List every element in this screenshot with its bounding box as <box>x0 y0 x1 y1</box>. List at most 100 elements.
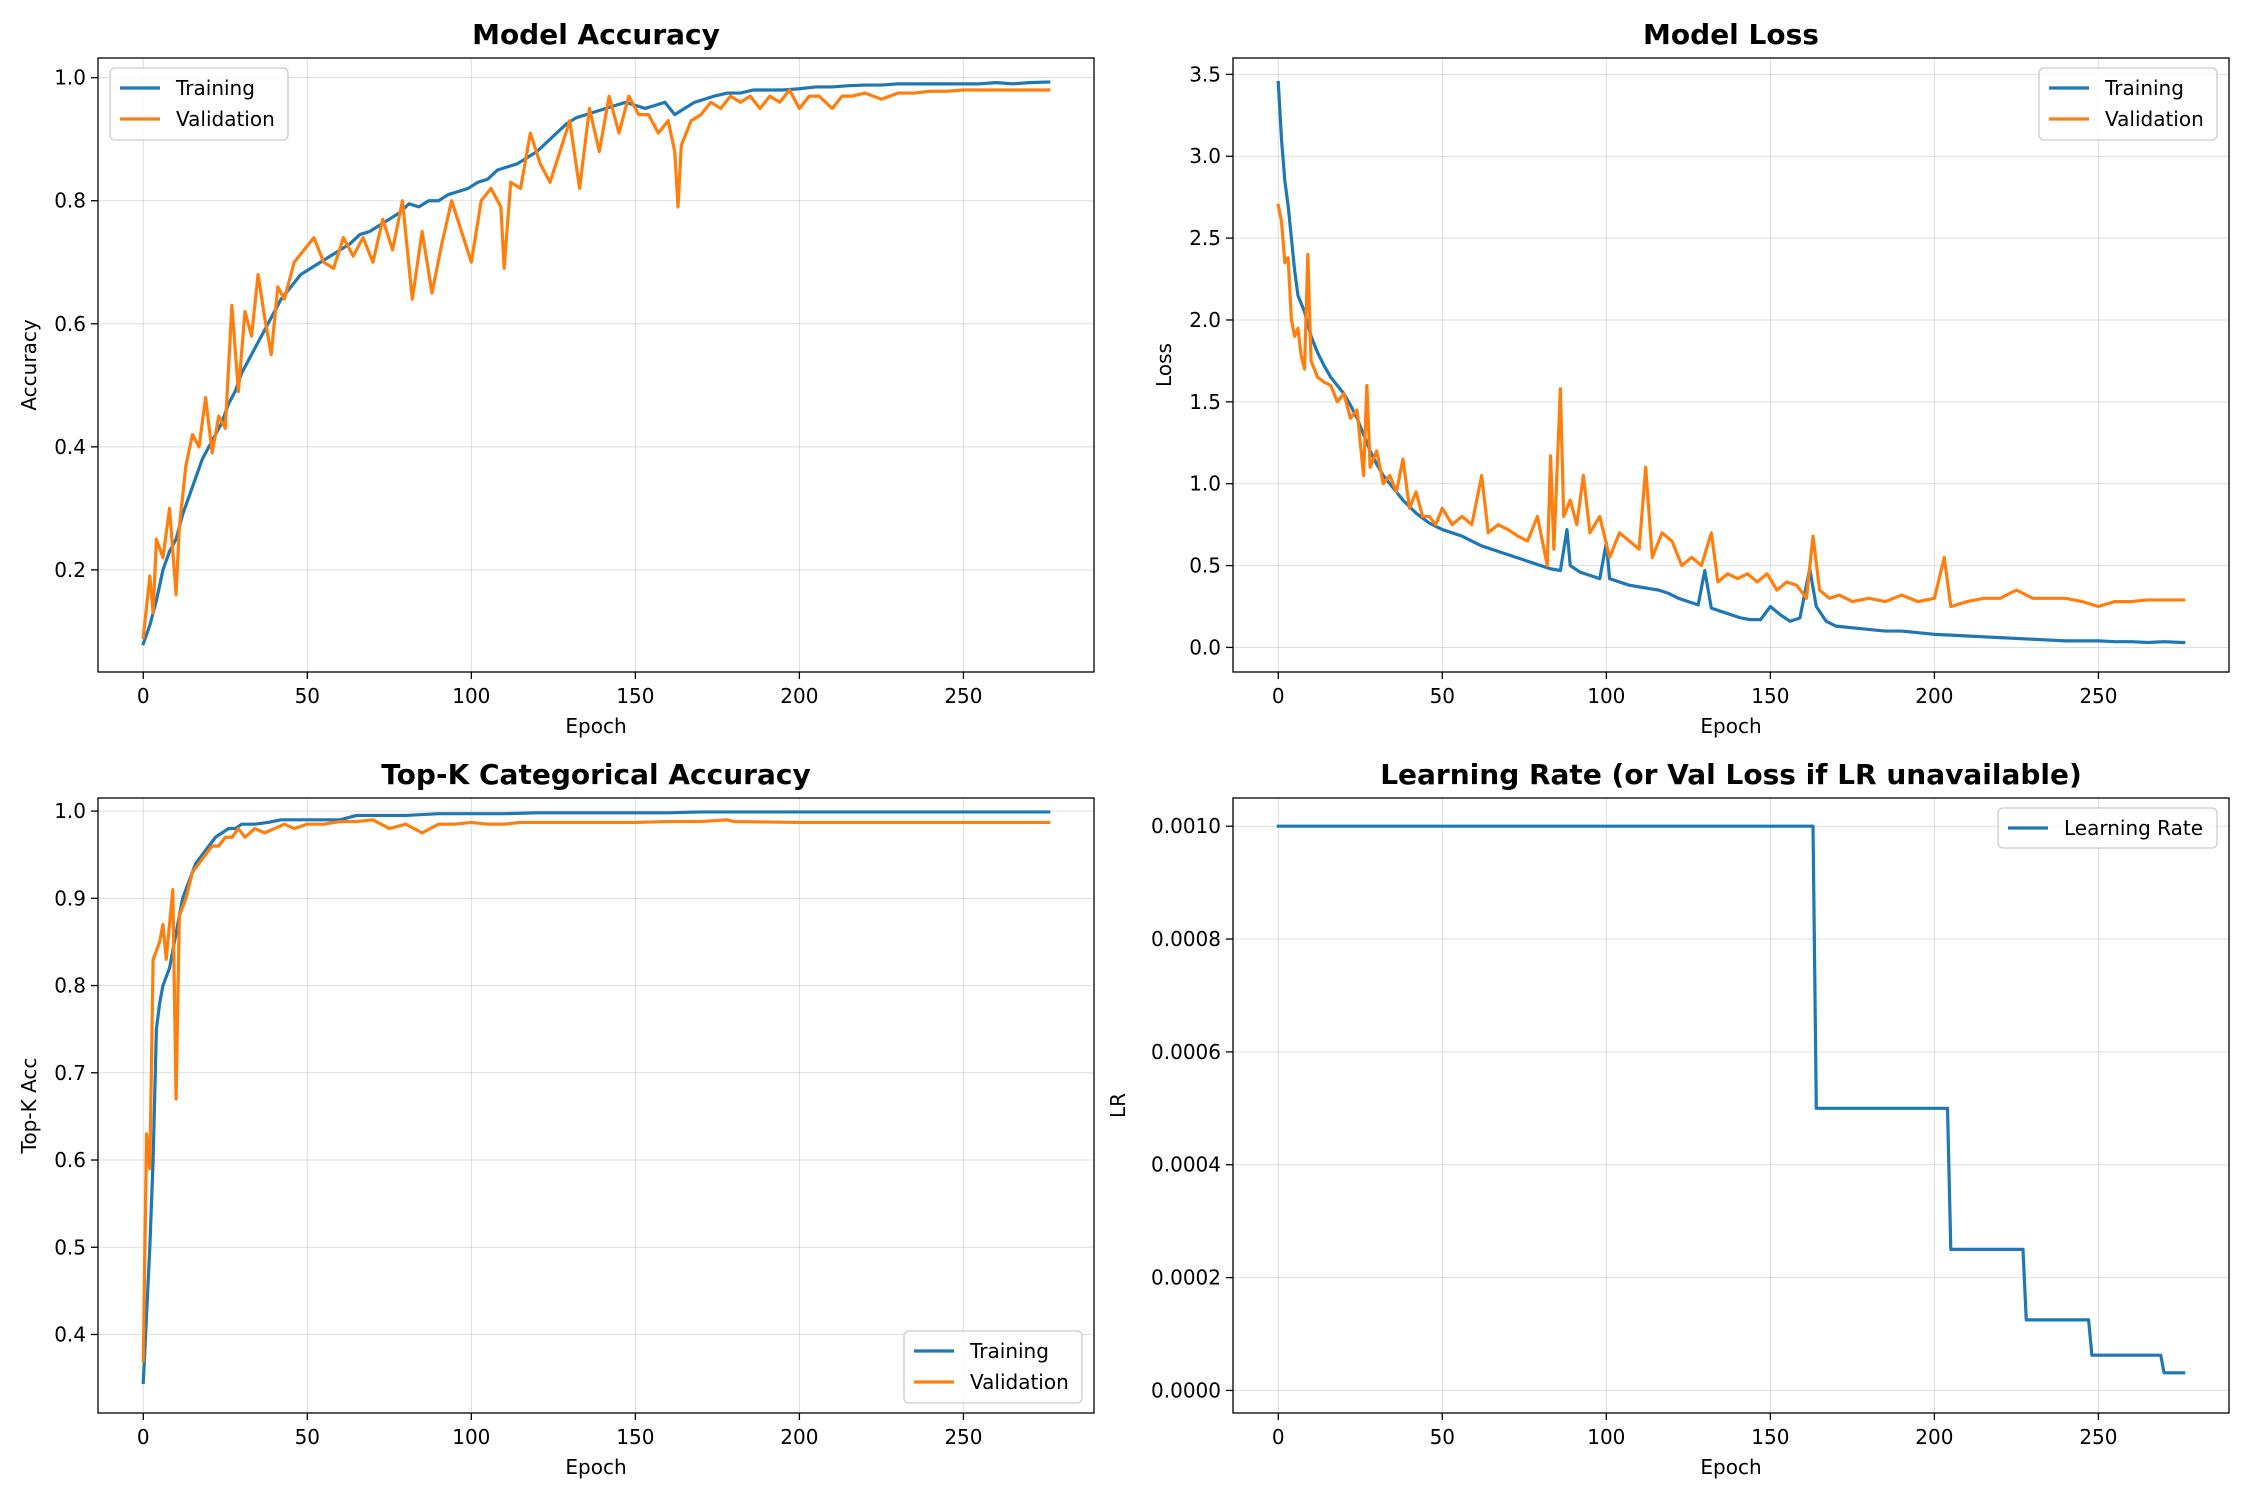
chart-title: Top-K Categorical Accuracy <box>381 758 810 791</box>
series-line-validation <box>141 818 1051 1363</box>
series-group <box>1276 80 2186 645</box>
y-tick-label: 0.0010 <box>1151 814 1221 838</box>
x-tick-label: 100 <box>452 1425 490 1449</box>
grid <box>1233 58 2229 672</box>
y-axis-label: LR <box>1106 1093 1130 1118</box>
plot-area <box>98 798 1094 1413</box>
plot-area <box>98 58 1094 672</box>
legend-box <box>109 67 289 141</box>
axes-frame <box>1232 57 2230 673</box>
y-tick-label: 0.0008 <box>1151 927 1221 951</box>
x-tick-label: 250 <box>944 1425 982 1449</box>
series-line-validation <box>1276 203 2186 609</box>
y-tick-label: 2.0 <box>1189 308 1221 332</box>
x-tick-label: 200 <box>1915 1425 1953 1449</box>
y-tick-label: 1.0 <box>54 66 86 90</box>
axes-frame <box>1232 797 2230 1414</box>
x-axis-label: Epoch <box>1700 1455 1761 1479</box>
y-tick-label: 0.2 <box>54 558 86 582</box>
chart-title: Model Accuracy <box>472 18 720 51</box>
y-tick-label: 0.0002 <box>1151 1266 1221 1290</box>
series-group <box>1276 824 2186 1375</box>
legend: Training Validation <box>903 1330 1083 1404</box>
x-axis-label: Epoch <box>1700 714 1761 738</box>
x-axis-label: Epoch <box>565 1455 626 1479</box>
legend-label: Validation <box>176 107 275 131</box>
x-tick-label: 150 <box>616 1425 654 1449</box>
chart-panel-1: 0 50 100 150 200 250 0.2 0.4 0.6 0.8 1.0 Model Accu… <box>17 18 1095 738</box>
legend-label: Training <box>2104 76 2184 100</box>
legend-label: Validation <box>970 1370 1069 1394</box>
x-tick-label: 150 <box>616 684 654 708</box>
y-tick-label: 0.8 <box>54 189 86 213</box>
grid <box>98 798 1094 1413</box>
x-tick-label: 200 <box>1915 684 1953 708</box>
x-tick-label: 50 <box>295 1425 320 1449</box>
y-tick-label: 0.6 <box>54 1148 86 1172</box>
y-tick-label: 0.6 <box>54 312 86 336</box>
x-tick-label: 0 <box>1272 1425 1285 1449</box>
y-tick-label: 0.4 <box>54 435 86 459</box>
x-tick-label: 250 <box>2079 1425 2117 1449</box>
x-tick-label: 200 <box>780 1425 818 1449</box>
chart-panel-3: 0 50 100 150 200 250 0.4 0.5 0.6 0.7 0.8 0.9 1.0 Top-… <box>17 758 1095 1479</box>
x-tick-label: 250 <box>2079 684 2117 708</box>
legend-label: Learning Rate <box>2064 816 2203 840</box>
x-tick-label: 0 <box>137 1425 150 1449</box>
legend-box <box>2038 67 2218 141</box>
plot-area <box>1233 58 2229 672</box>
legend-label: Training <box>969 1339 1049 1363</box>
y-tick-label: 0.0000 <box>1151 1378 1221 1402</box>
x-tick-label: 100 <box>1587 684 1625 708</box>
y-tick-label: 0.0004 <box>1151 1153 1221 1177</box>
y-tick-label: 3.5 <box>1189 62 1221 86</box>
legend: Training Validation <box>2038 67 2218 141</box>
x-tick-label: 50 <box>1430 684 1455 708</box>
chart-title: Model Loss <box>1643 18 1819 51</box>
legend: Training Validation <box>109 67 289 141</box>
x-tick-label: 100 <box>1587 1425 1625 1449</box>
series-line-learning-rate <box>1276 824 2186 1375</box>
series-line-training <box>141 810 1051 1385</box>
x-tick-label: 0 <box>1272 684 1285 708</box>
y-tick-label: 0.0 <box>1189 635 1221 659</box>
legend-label: Validation <box>2105 107 2204 131</box>
series-group <box>141 80 1051 646</box>
axes-frame <box>97 797 1095 1414</box>
x-tick-label: 100 <box>452 684 490 708</box>
series-line-validation <box>141 88 1051 640</box>
y-tick-label: 0.4 <box>54 1322 86 1346</box>
legend-label: Training <box>175 76 255 100</box>
plot-area <box>1233 798 2229 1413</box>
axes-frame <box>97 57 1095 673</box>
grid <box>98 58 1094 672</box>
y-tick-label: 1.0 <box>1189 472 1221 496</box>
x-tick-label: 150 <box>1751 684 1789 708</box>
y-tick-label: 0.0006 <box>1151 1040 1221 1064</box>
y-tick-label: 0.5 <box>1189 554 1221 578</box>
y-axis-label: Loss <box>1152 343 1176 387</box>
y-tick-label: 0.9 <box>54 886 86 910</box>
x-tick-label: 0 <box>137 684 150 708</box>
y-tick-label: 1.0 <box>54 799 86 823</box>
x-axis-label: Epoch <box>565 714 626 738</box>
y-axis-label: Top-K Acc <box>17 1058 41 1155</box>
x-tick-label: 250 <box>944 684 982 708</box>
legend-box <box>1997 807 2218 849</box>
y-axis-label: Accuracy <box>17 319 41 410</box>
x-tick-label: 50 <box>295 684 320 708</box>
chart-panel-2: 0 50 100 150 200 250 0.0 0.5 1.0 1.5 2.0 2.5 3.0 3.5 M… <box>1152 18 2230 738</box>
y-tick-label: 1.5 <box>1189 390 1221 414</box>
x-tick-label: 50 <box>1430 1425 1455 1449</box>
x-tick-label: 200 <box>780 684 818 708</box>
chart-panel-4: 0 50 100 150 200 250 0.0000 0.0002 0.0004 0.0006 0… <box>1106 758 2230 1479</box>
y-tick-label: 0.5 <box>54 1235 86 1259</box>
x-tick-label: 150 <box>1751 1425 1789 1449</box>
legend-box <box>903 1330 1083 1404</box>
chart-title: Learning Rate (or Val Loss if LR unavail… <box>1380 758 2082 791</box>
y-tick-label: 0.8 <box>54 974 86 998</box>
legend: Learning Rate <box>1997 807 2218 849</box>
y-tick-label: 2.5 <box>1189 226 1221 250</box>
y-tick-label: 0.7 <box>54 1061 86 1085</box>
